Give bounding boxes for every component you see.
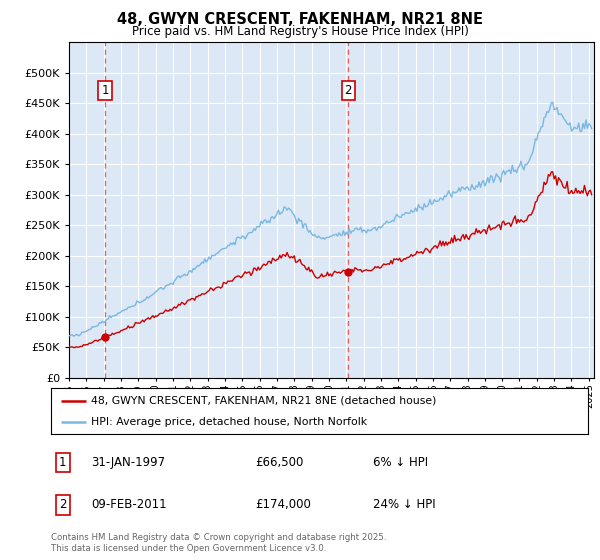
Text: Contains HM Land Registry data © Crown copyright and database right 2025.
This d: Contains HM Land Registry data © Crown c… (51, 533, 386, 553)
Text: HPI: Average price, detached house, North Norfolk: HPI: Average price, detached house, Nort… (91, 417, 367, 427)
Text: 48, GWYN CRESCENT, FAKENHAM, NR21 8NE (detached house): 48, GWYN CRESCENT, FAKENHAM, NR21 8NE (d… (91, 396, 437, 406)
Text: £66,500: £66,500 (255, 456, 304, 469)
Text: Price paid vs. HM Land Registry's House Price Index (HPI): Price paid vs. HM Land Registry's House … (131, 25, 469, 38)
Text: £174,000: £174,000 (255, 498, 311, 511)
Text: 1: 1 (59, 456, 67, 469)
Text: 6% ↓ HPI: 6% ↓ HPI (373, 456, 428, 469)
Text: 31-JAN-1997: 31-JAN-1997 (91, 456, 166, 469)
Text: 1: 1 (101, 85, 109, 97)
Text: 2: 2 (59, 498, 67, 511)
Text: 09-FEB-2011: 09-FEB-2011 (91, 498, 167, 511)
Text: 24% ↓ HPI: 24% ↓ HPI (373, 498, 436, 511)
Text: 48, GWYN CRESCENT, FAKENHAM, NR21 8NE: 48, GWYN CRESCENT, FAKENHAM, NR21 8NE (117, 12, 483, 27)
Text: 2: 2 (344, 85, 352, 97)
